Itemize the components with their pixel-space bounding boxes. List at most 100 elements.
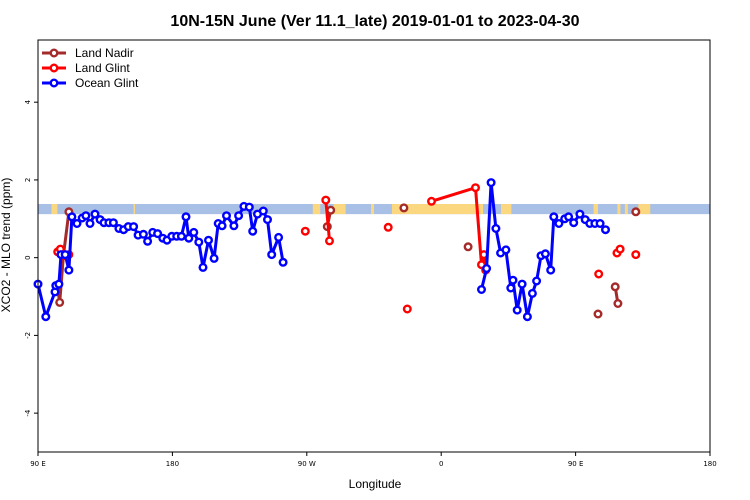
ocean-glint-point [482, 264, 492, 274]
ocean-glint-point [90, 209, 100, 219]
ocean-glint-point [546, 265, 556, 275]
land-band-segment [624, 204, 628, 215]
ocean-glint-point [522, 312, 532, 322]
ocean-glint-point [532, 276, 542, 286]
ocean-glint-point [203, 235, 213, 245]
ocean-glint-point [486, 178, 496, 188]
ocean-glint-point [595, 218, 605, 228]
y-axis-label: XCO2 - MLO trend (ppm) [0, 178, 13, 313]
y-tick-label: 4 [24, 99, 32, 104]
ocean-glint-point [143, 236, 153, 246]
x-tick-label: 180 [703, 460, 716, 468]
land-nadir-point [593, 309, 603, 319]
series-ocean-glint [33, 201, 288, 322]
y-axis: -4 -2 0 2 4 [24, 99, 38, 417]
chart-title: 10N-15N June (Ver 11.1_late) 2019-01-01 … [170, 13, 579, 30]
land-band-segment [371, 204, 374, 215]
land-band-segment [312, 204, 321, 215]
land-nadir-point [613, 299, 623, 309]
x-axis-label: Longitude [349, 477, 402, 491]
x-tick-label: 90 E [30, 460, 46, 468]
land-glint-point [631, 250, 641, 260]
ocean-glint-point [64, 265, 74, 275]
legend-label: Land Nadir [75, 46, 134, 60]
land-nadir-point [55, 297, 65, 307]
ocean-glint-point [506, 283, 516, 293]
ocean-glint-point [129, 222, 139, 232]
ocean-glint-point [491, 223, 501, 233]
ocean-glint-point [517, 279, 527, 289]
ocean-glint-point [184, 233, 194, 243]
land-glint-point [427, 196, 437, 206]
legend-swatch-marker [49, 78, 59, 88]
ocean-glint-point [278, 257, 288, 267]
legend-swatch-marker [49, 48, 59, 58]
land-band-segment [617, 204, 621, 215]
land-nadir-point [631, 207, 641, 217]
ocean-glint-point [176, 231, 186, 241]
series-layer [33, 178, 641, 322]
ocean-glint-point [263, 215, 273, 225]
land-glint-point [402, 304, 412, 314]
land-nadir-point [463, 242, 473, 252]
ocean-glint-point [248, 226, 258, 236]
legend-label: Land Glint [75, 61, 130, 75]
x-tick-label: 90 W [298, 460, 316, 468]
ocean-glint-point [274, 232, 284, 242]
legend-swatch-marker [49, 63, 59, 73]
ocean-glint-point [564, 212, 574, 222]
land-glint-point [615, 244, 625, 254]
land-band-segment [51, 204, 58, 215]
legend-entry-land-nadir: Land Nadir [42, 46, 134, 60]
land-band-segment [333, 204, 346, 215]
ocean-glint-point [267, 250, 277, 260]
ocean-glint-point [501, 245, 511, 255]
ocean-glint-point [194, 237, 204, 247]
y-tick-label: -2 [24, 332, 32, 339]
ocean-glint-point [229, 221, 239, 231]
ocean-glint-point [234, 211, 244, 221]
ocean-glint-point [527, 288, 537, 298]
legend-entry-ocean-glint: Ocean Glint [42, 76, 139, 90]
ocean-glint-point [54, 279, 64, 289]
ocean-glint-point [569, 218, 579, 228]
land-glint-point [383, 222, 393, 232]
ocean-glint-point [81, 211, 91, 221]
x-tick-label: 180 [166, 460, 179, 468]
ocean-glint-point [181, 212, 191, 222]
ocean-glint-point [198, 262, 208, 272]
ocean-glint-point [41, 312, 51, 322]
ocean-glint-point [217, 221, 227, 231]
ocean-glint-point [85, 218, 95, 228]
land-band-segment [391, 204, 484, 215]
series-ocean-glint [477, 178, 611, 322]
land-nadir-point [399, 203, 409, 213]
land-band-segment [133, 204, 136, 215]
land-glint-point [300, 226, 310, 236]
ocean-glint-point [549, 212, 559, 222]
ocean-glint-point [601, 225, 611, 235]
land-nadir-point [610, 282, 620, 292]
ocean-glint-point [138, 229, 148, 239]
ocean-glint-point [153, 229, 163, 239]
legend-label: Ocean Glint [75, 76, 139, 90]
land-glint-line [324, 199, 331, 242]
ocean-glint-point [209, 253, 219, 263]
land-band-segment [593, 204, 598, 215]
ocean-glint-point [189, 227, 199, 237]
data-band [38, 204, 710, 215]
legend-entry-land-glint: Land Glint [42, 61, 130, 75]
y-tick-label: -4 [24, 409, 32, 417]
ocean-glint-point [60, 250, 70, 260]
x-tick-label: 0 [439, 460, 443, 468]
ocean-glint-point [258, 206, 268, 216]
ocean-glint-point [221, 211, 231, 221]
land-band-segment [638, 204, 651, 215]
ocean-glint-point [540, 249, 550, 259]
land-glint-point [594, 269, 604, 279]
ocean-glint-point [67, 212, 77, 222]
x-tick-label: 90 E [568, 460, 584, 468]
y-tick-label: 0 [24, 255, 32, 259]
ocean-glint-point [554, 218, 564, 228]
